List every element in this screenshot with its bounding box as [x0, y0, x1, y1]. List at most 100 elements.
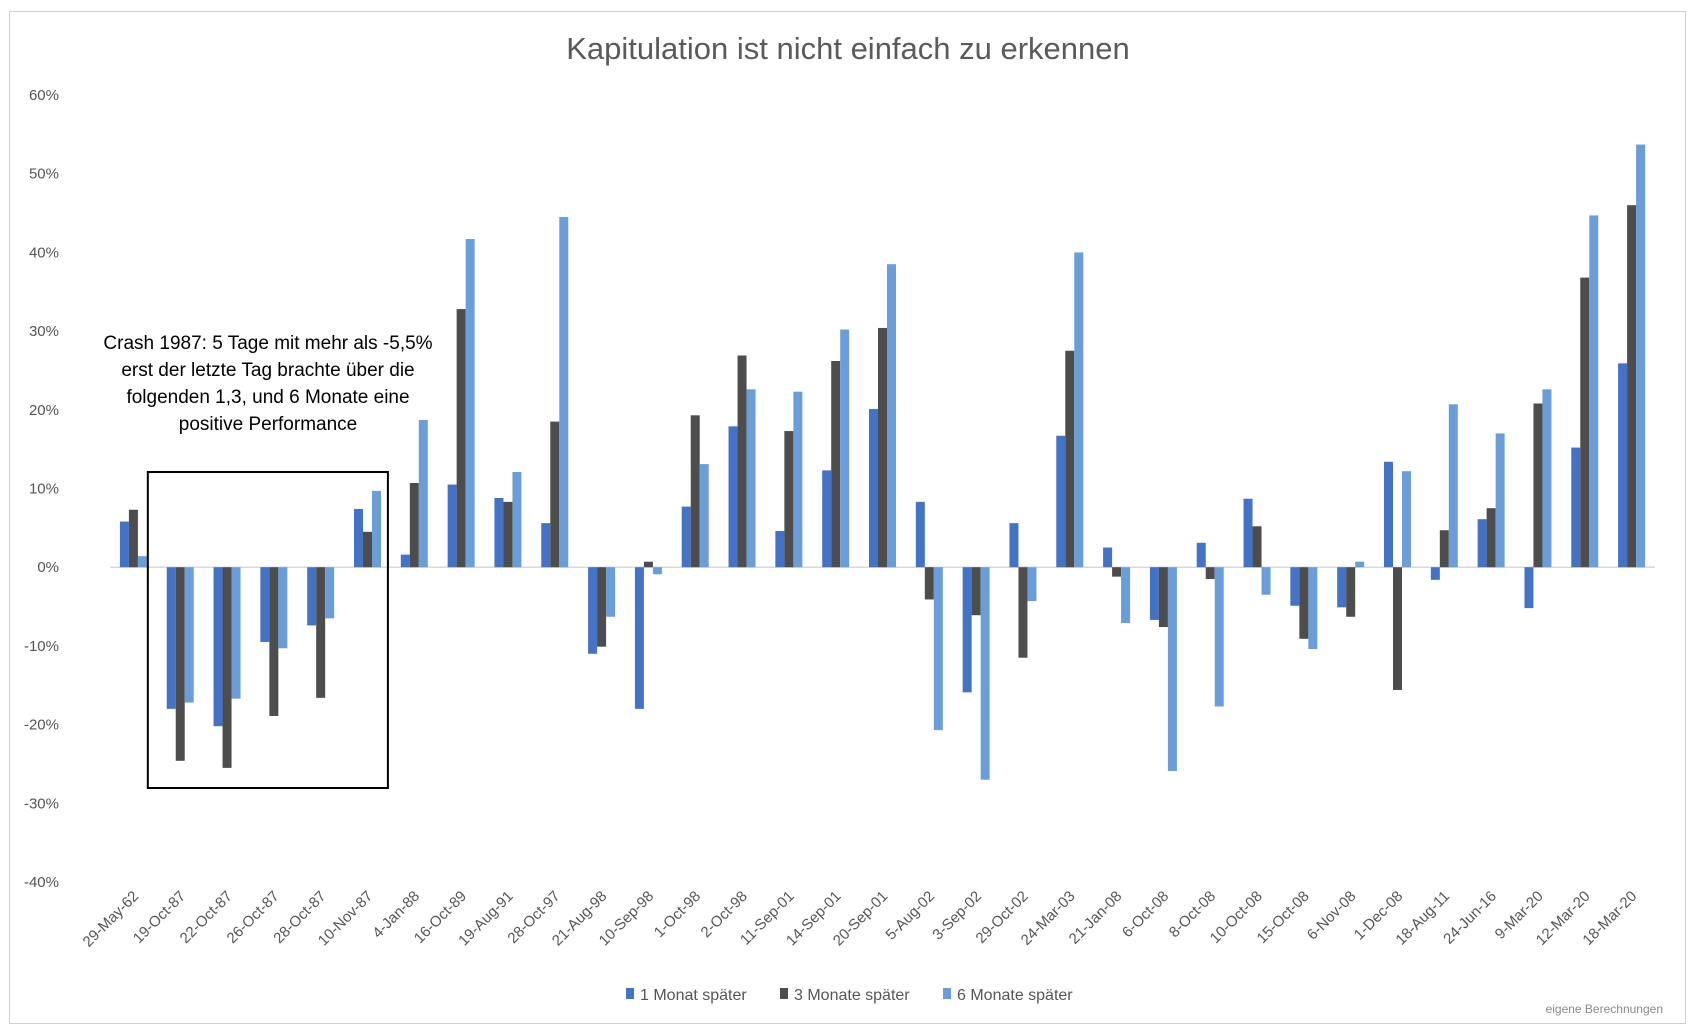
bar	[1542, 389, 1552, 568]
legend: 1 Monat später 3 Monate später 6 Monate sp…	[626, 987, 1073, 1004]
bar	[1533, 403, 1543, 568]
bar	[634, 567, 644, 709]
bar	[184, 567, 194, 703]
annotation-line: positive Performance	[179, 414, 357, 435]
y-tick-label: -20%	[24, 717, 59, 734]
annotation-text: Crash 1987: 5 Tage mit mehr als -5,5% ers…	[103, 333, 432, 435]
bar	[325, 567, 335, 619]
bar	[1214, 567, 1224, 707]
bar	[1167, 567, 1177, 772]
bar	[1618, 363, 1628, 568]
bar	[915, 501, 925, 568]
bar	[1121, 567, 1131, 624]
bar	[784, 431, 794, 568]
x-axis-labels: 29-May-6219-Oct-8722-Oct-8726-Oct-8728-O…	[80, 888, 1641, 951]
legend-label: 6 Monate später	[957, 987, 1073, 1004]
bar	[840, 329, 850, 568]
bar	[728, 426, 738, 568]
bar	[559, 216, 569, 568]
bar	[166, 567, 176, 709]
x-tick-label: 6-Oct-08	[1119, 888, 1172, 941]
bar	[213, 567, 223, 727]
x-tick-label: 5-Aug-02	[882, 888, 938, 944]
bar	[400, 554, 410, 568]
bar	[541, 523, 551, 568]
bar	[1018, 567, 1028, 658]
bar	[980, 567, 990, 780]
legend-label: 1 Monat später	[640, 987, 747, 1004]
bar	[1056, 435, 1066, 568]
bar	[1308, 567, 1318, 650]
bar	[869, 409, 878, 568]
bar	[512, 471, 522, 568]
bar	[1158, 567, 1168, 628]
bar	[1009, 523, 1019, 568]
bar	[933, 567, 943, 731]
bar	[465, 239, 475, 568]
bar	[503, 501, 513, 568]
bar	[681, 506, 691, 568]
bar	[746, 389, 756, 568]
bar	[1524, 567, 1534, 609]
bar	[1027, 567, 1037, 602]
bar	[775, 530, 785, 568]
legend-swatch	[780, 988, 788, 999]
bar	[597, 567, 607, 647]
x-tick-label: 29-May-62	[80, 888, 143, 951]
bar	[456, 309, 466, 568]
bar	[1112, 567, 1122, 577]
bar	[699, 464, 709, 568]
bar	[962, 567, 972, 693]
y-tick-label: 60%	[29, 87, 59, 104]
bar	[1337, 567, 1347, 608]
bar	[1384, 461, 1393, 568]
bar	[1149, 567, 1159, 620]
bar	[1346, 567, 1356, 617]
bar	[372, 490, 381, 568]
x-tick-label: 1-Oct-98	[651, 888, 704, 941]
bar	[1205, 567, 1215, 580]
y-tick-label: -40%	[24, 874, 59, 891]
bar	[1402, 471, 1411, 568]
y-tick-label: 20%	[29, 402, 59, 419]
bar	[128, 509, 138, 568]
bar	[1439, 530, 1449, 568]
y-tick-label: -30%	[24, 795, 59, 812]
bar	[1299, 567, 1309, 639]
y-axis-labels: 60% 50% 40% 30% 20% 10% 0% -10% -20% -30% -40%	[24, 87, 59, 891]
bar	[588, 567, 598, 654]
bar	[1571, 447, 1581, 568]
annotation-line: Crash 1987: 5 Tage mit mehr als -5,5%	[103, 333, 432, 354]
y-tick-label: 50%	[29, 166, 59, 183]
bar	[737, 355, 747, 568]
bar	[924, 567, 934, 600]
bar	[831, 361, 841, 568]
bar	[606, 567, 616, 617]
bar	[447, 484, 457, 568]
bar	[1074, 252, 1084, 568]
bar	[971, 567, 981, 616]
legend-swatch	[943, 988, 951, 999]
bar	[1589, 215, 1599, 568]
bar	[690, 415, 700, 568]
y-tick-label: 40%	[29, 244, 59, 261]
bar	[1627, 205, 1637, 568]
bar	[409, 482, 419, 568]
bar	[822, 470, 832, 568]
legend-swatch	[626, 988, 634, 999]
source-note: eigene Berechnungen	[1546, 1002, 1663, 1016]
bar	[222, 567, 232, 768]
bar	[137, 556, 147, 568]
y-tick-label: -10%	[24, 638, 59, 655]
bar	[231, 567, 241, 699]
y-tick-label: 0%	[37, 559, 59, 576]
bar	[175, 567, 185, 761]
bar	[354, 508, 363, 568]
bar	[1430, 567, 1440, 580]
bar	[363, 531, 372, 568]
bar	[1448, 404, 1458, 568]
bar	[278, 567, 288, 649]
annotation-line: erst der letzte Tag brachte über die	[121, 360, 414, 381]
bar	[1355, 561, 1365, 568]
